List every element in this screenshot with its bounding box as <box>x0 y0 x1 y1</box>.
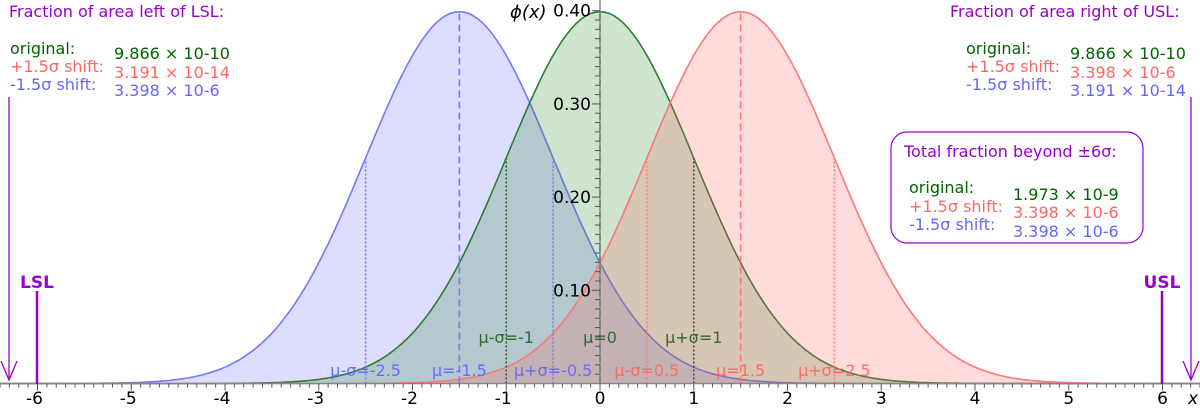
right-value-plus: 3.398 × 10-6 <box>1070 63 1176 82</box>
mu-label-original: μ=0 <box>583 328 617 347</box>
left-value-original: 9.866 × 10-10 <box>114 44 230 63</box>
right-box-title: Fraction of area right of USL: <box>950 2 1180 21</box>
right-value-minus: 3.191 × 10-14 <box>1070 81 1186 100</box>
x-tick-label: 2 <box>782 389 793 409</box>
right-label-minus: -1.5σ shift: <box>966 75 1052 94</box>
usl-label: USL <box>1144 273 1181 293</box>
mu-label-minus: μ-σ=-2.5 <box>330 361 401 380</box>
x-tick-label: -1 <box>495 389 512 409</box>
y-axis-label: ϕ(x) <box>510 2 547 23</box>
y-tick-label: 0.10 <box>553 281 591 301</box>
x-tick-label: -4 <box>214 389 231 409</box>
total-value-plus: 3.398 × 10-6 <box>1013 203 1119 222</box>
total-value-minus: 3.398 × 10-6 <box>1013 222 1119 241</box>
mu-label-plus: μ-σ=0.5 <box>614 361 679 380</box>
left-label-original: original: <box>10 39 75 58</box>
right-arrow-icon <box>1182 97 1200 382</box>
x-tick-label: 4 <box>970 389 981 409</box>
total-box-frame <box>890 131 1144 244</box>
right-label-original: original: <box>966 39 1031 58</box>
left-label-plus: +1.5σ shift: <box>10 57 104 76</box>
mu-label-original: μ+σ=1 <box>665 328 722 347</box>
mu-label-minus: μ=-1.5 <box>432 361 487 380</box>
x-tick-label: 6 <box>1157 389 1168 409</box>
total-value-original: 1.973 × 10-9 <box>1013 185 1119 204</box>
x-tick-label: 5 <box>1063 389 1074 409</box>
total-label-minus: -1.5σ shift: <box>909 215 995 234</box>
left-value-minus: 3.398 × 10-6 <box>114 81 220 100</box>
y-tick-label: 0.40 <box>553 2 591 22</box>
y-tick-label: 0.30 <box>553 95 591 115</box>
x-tick-label: -2 <box>401 389 418 409</box>
x-tick-label: -3 <box>307 389 324 409</box>
lsl-label: LSL <box>20 273 54 293</box>
left-value-plus: 3.191 × 10-14 <box>114 63 230 82</box>
right-value-original: 9.866 × 10-10 <box>1070 44 1186 63</box>
mu-label-original: μ-σ=-1 <box>479 328 534 347</box>
right-fraction-box: Fraction of area right of USL: original:… <box>950 2 1186 100</box>
total-fraction-box: Total fraction beyond ±6σ: original: +1.… <box>890 131 1144 244</box>
left-arrow-icon <box>0 97 18 382</box>
x-axis-label: x <box>1187 389 1199 409</box>
y-tick-label: 0.20 <box>553 188 591 208</box>
mu-label-plus: μ=1.5 <box>716 361 765 380</box>
x-tick-label: 0 <box>595 389 606 409</box>
mu-label-plus: μ+σ=2.5 <box>798 361 871 380</box>
axes <box>0 0 1200 391</box>
total-label-original: original: <box>909 178 974 197</box>
tick-labels: -6 -5 -4 -3 -2 -1 0 1 2 3 4 5 6 0.10 0.20 0.30 0.40 <box>26 2 1168 409</box>
sigma-guides <box>364 11 836 384</box>
right-label-plus: +1.5σ shift: <box>966 57 1060 76</box>
left-label-minus: -1.5σ shift: <box>10 75 96 94</box>
left-box-title: Fraction of area left of LSL: <box>9 2 224 21</box>
x-tick-label: 1 <box>688 389 699 409</box>
mu-label-minus: μ+σ=-0.5 <box>514 361 592 380</box>
mu-labels: μ-σ=-2.5 μ=-1.5 μ+σ=-0.5 μ-σ=-1 μ=0 μ+σ=1 μ-σ=… <box>330 328 870 380</box>
left-fraction-box: Fraction of area left of LSL: original: … <box>9 2 230 100</box>
x-tick-label: -6 <box>26 389 43 409</box>
total-box-title: Total fraction beyond ±6σ: <box>903 142 1117 161</box>
total-label-plus: +1.5σ shift: <box>909 197 1003 216</box>
x-tick-label: -5 <box>120 389 137 409</box>
x-tick-label: 3 <box>876 389 887 409</box>
